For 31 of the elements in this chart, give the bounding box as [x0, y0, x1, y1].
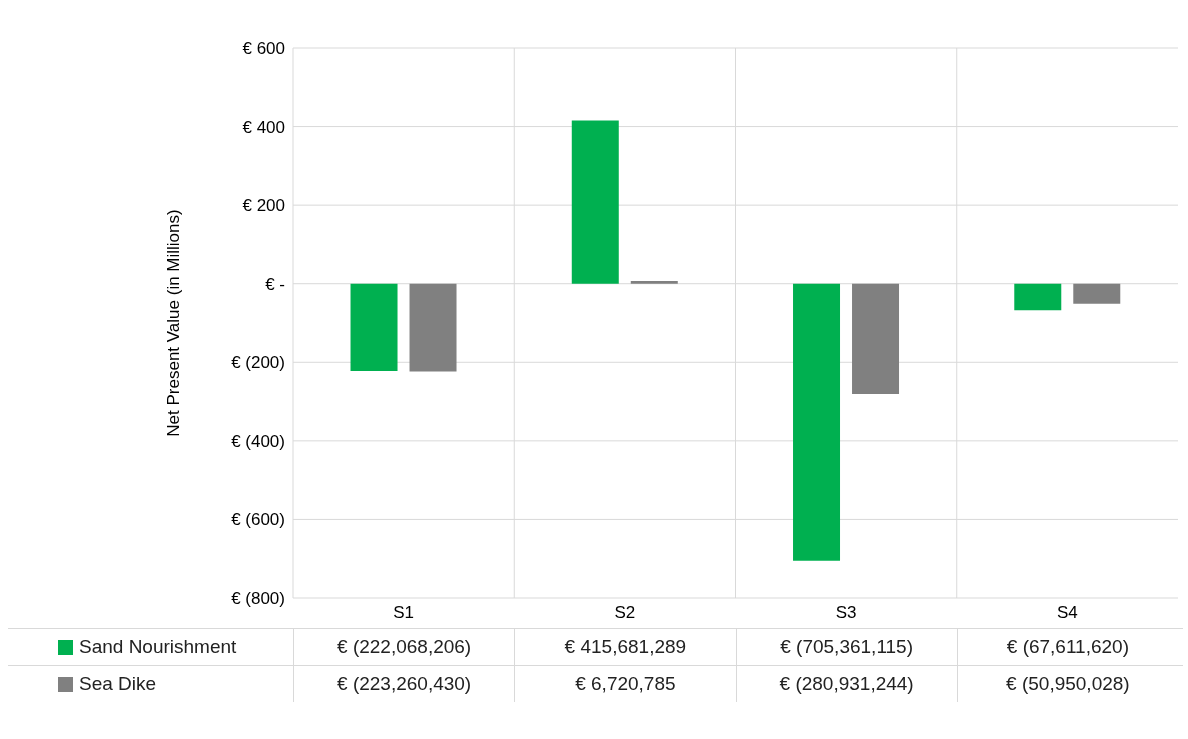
bar: [1073, 283, 1121, 304]
bar: [350, 283, 398, 371]
x-tick-label: S2: [614, 603, 636, 623]
legend-label: Sand Nourishment: [79, 636, 237, 658]
y-tick-label: € (400): [231, 431, 285, 451]
bar: [571, 120, 619, 284]
bar: [630, 281, 678, 284]
bar: [1014, 283, 1062, 311]
y-tick-label: € (600): [231, 510, 285, 530]
y-tick-label: € (800): [231, 589, 285, 609]
x-tick-label: S1: [393, 603, 415, 623]
text: € (222,068,206): [337, 636, 472, 658]
y-tick-label: € 600: [242, 39, 285, 59]
text: € 6,720,785: [575, 673, 676, 695]
legend-label: Sea Dike: [79, 673, 157, 695]
text: € (50,950,028): [1006, 673, 1130, 695]
x-tick-label: S3: [835, 603, 857, 623]
text: € 415,681,289: [564, 636, 687, 658]
y-tick-label: € -: [265, 274, 285, 294]
bar: [793, 283, 841, 561]
bar: [409, 283, 457, 372]
text: € (223,260,430): [337, 673, 472, 695]
text: € (705,361,115): [780, 636, 913, 658]
text: € (280,931,244): [779, 673, 914, 695]
y-tick-label: € 400: [242, 117, 285, 137]
x-tick-label: S4: [1056, 603, 1078, 623]
text: € (67,611,620): [1006, 636, 1129, 658]
y-axis-title: Net Present Value (in Millions): [164, 209, 184, 437]
y-tick-label: € (200): [231, 353, 285, 373]
y-tick-label: € 200: [242, 196, 285, 216]
bar: [852, 283, 900, 395]
